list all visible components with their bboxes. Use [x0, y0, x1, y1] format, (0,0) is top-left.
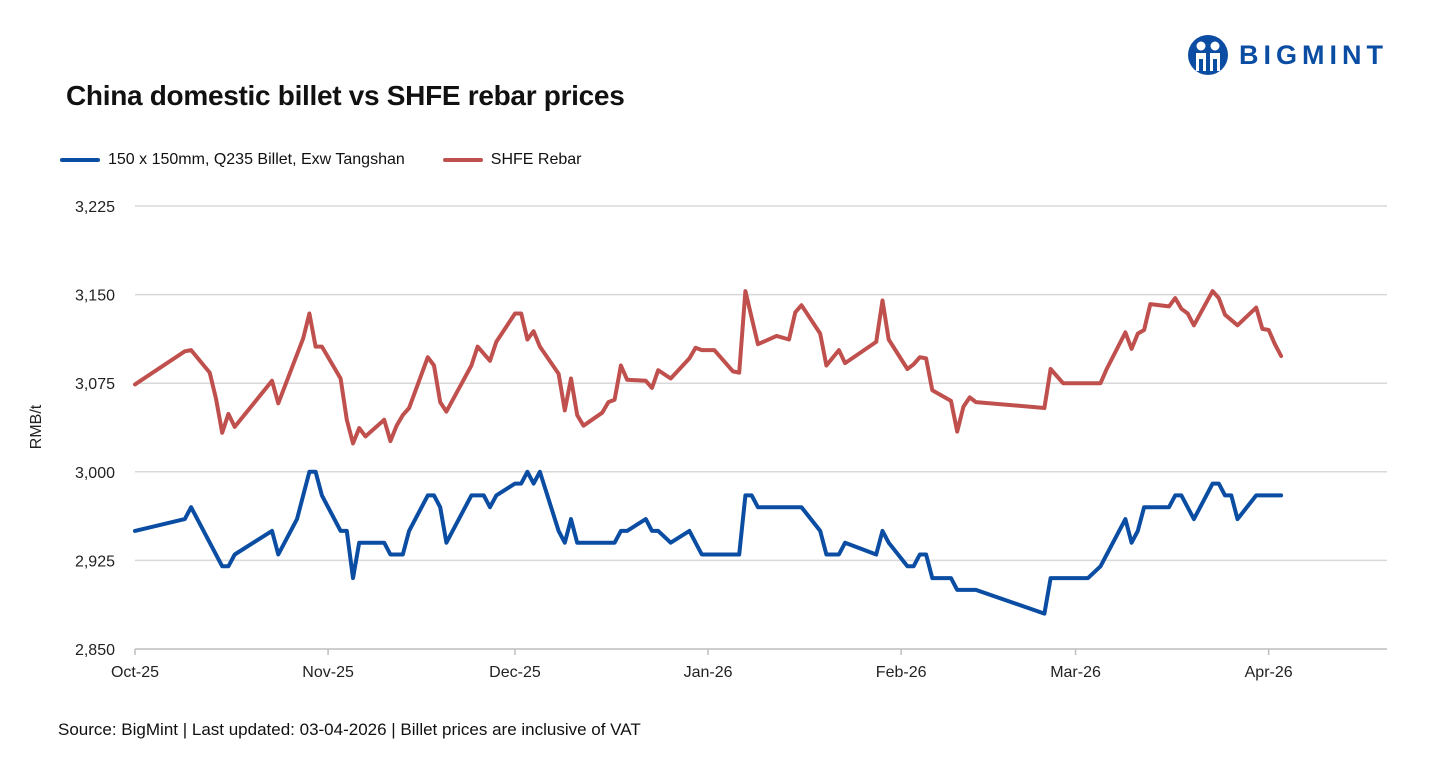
y-tick-label: 2,850: [75, 642, 115, 659]
y-tick-label: 2,925: [75, 553, 115, 570]
x-tick-label: Feb-26: [876, 664, 927, 681]
legend-swatch-rebar: [442, 158, 483, 162]
y-tick-label: 3,150: [75, 288, 115, 305]
logo-emblem-icon: [1188, 35, 1228, 75]
chart-title: China domestic billet vs SHFE rebar pric…: [66, 80, 625, 111]
x-tick-label: Jan-26: [684, 664, 733, 681]
y-axis-label: RMB/t: [28, 404, 45, 449]
legend: 150 x 150mm, Q235 Billet, Exw Tangshan S…: [60, 151, 619, 169]
legend-label-rebar: SHFE Rebar: [490, 151, 582, 168]
x-tick-label: Nov-25: [302, 664, 354, 681]
legend-item-rebar: SHFE Rebar: [442, 151, 582, 169]
source-note: Source: BigMint | Last updated: 03-04-20…: [58, 720, 641, 739]
logo-text: BIGMINT: [1239, 39, 1388, 70]
x-tick-label: Apr-26: [1245, 664, 1293, 681]
series-line-rebar: [133, 289, 1284, 446]
legend-swatch-billet: [60, 158, 100, 162]
y-tick-label: 3,225: [75, 199, 115, 216]
y-tick-label: 3,000: [75, 465, 115, 482]
bigmint-logo: BIGMINT: [1187, 34, 1388, 76]
x-tick-label: Dec-25: [489, 664, 541, 681]
legend-label-billet: 150 x 150mm, Q235 Billet, Exw Tangshan: [108, 151, 405, 168]
series-line-billet: [133, 469, 1284, 616]
x-tick-label: Mar-26: [1050, 664, 1101, 681]
x-tick-label: Oct-25: [111, 664, 159, 681]
legend-item-billet: 150 x 150mm, Q235 Billet, Exw Tangshan: [60, 151, 405, 169]
y-tick-label: 3,075: [75, 376, 115, 393]
